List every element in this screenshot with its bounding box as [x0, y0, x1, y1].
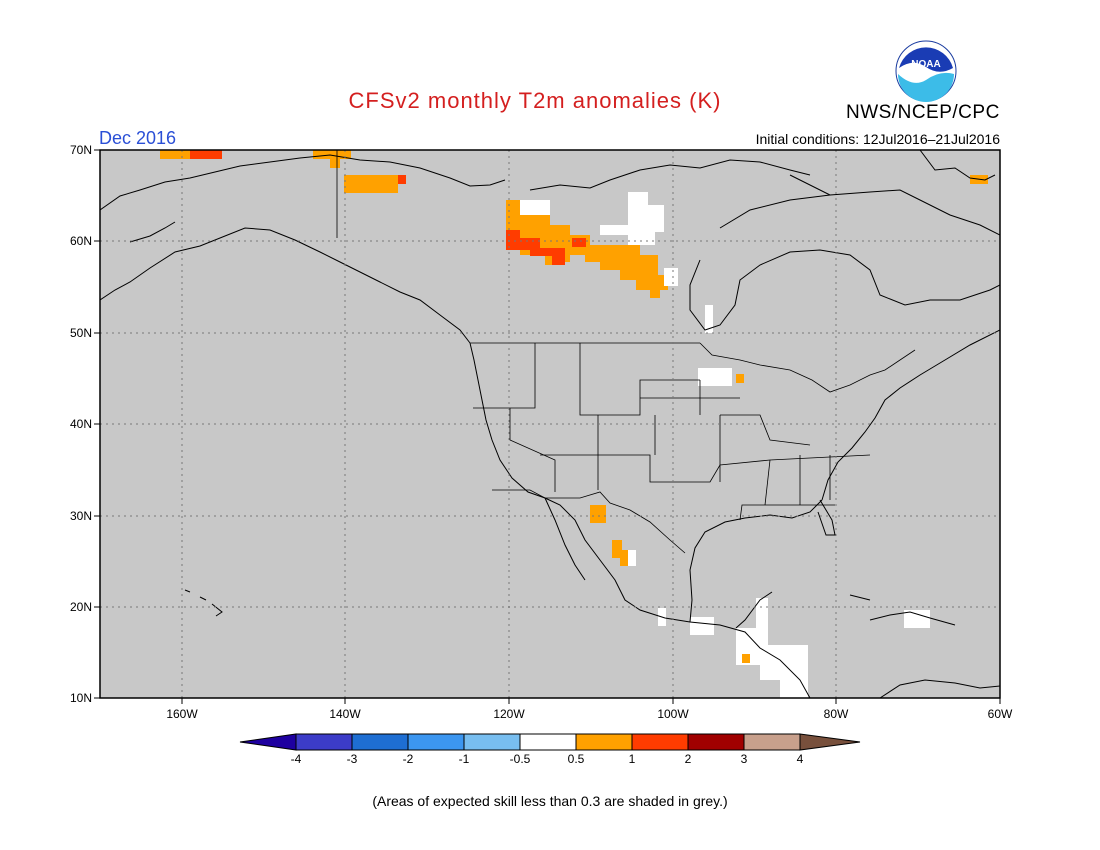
colorbar-segment [799, 733, 861, 751]
anomaly-neutral-hudson [600, 192, 664, 245]
colorbar-segment [239, 733, 297, 751]
anomaly-neutral [705, 305, 713, 333]
anomaly-neutral [664, 268, 678, 286]
lat-label: 50N [69, 326, 92, 340]
anomaly-cell [620, 550, 630, 566]
colorbar-label: -4 [290, 752, 302, 766]
lon-label: 100W [657, 707, 689, 721]
colorbar-segment [743, 733, 801, 751]
colorbar-label: -1 [458, 752, 470, 766]
anomaly-cell [736, 374, 744, 383]
colorbar-segment [519, 733, 577, 751]
skill-footnote: (Areas of expected skill less than 0.3 a… [372, 793, 728, 809]
anomaly-regions [160, 150, 988, 698]
colorbar-label: 1 [628, 752, 636, 766]
anomaly-hot-canada [506, 230, 565, 265]
colorbar-segment [295, 733, 353, 751]
lat-label: 30N [69, 509, 92, 523]
colorbar-segment [407, 733, 465, 751]
anomaly-neutral-central-america [736, 598, 808, 698]
anomaly-cell [572, 238, 586, 247]
noaa-logo: NOAA [895, 40, 957, 102]
anomaly-cell [742, 654, 750, 663]
anomaly-neutral [628, 550, 636, 566]
colorbar-label: 3 [740, 752, 748, 766]
anomaly-cell [612, 540, 622, 558]
colorbar-label: -2 [402, 752, 414, 766]
colorbar-segment [687, 733, 745, 751]
lon-label: 160W [166, 707, 198, 721]
anomaly-cell [590, 505, 606, 523]
anomaly-cell [190, 150, 222, 159]
anomaly-cell [398, 175, 406, 184]
lat-label: 10N [69, 691, 92, 705]
anomaly-neutral [698, 368, 732, 386]
lon-label: 140W [329, 707, 361, 721]
lon-label: 120W [493, 707, 525, 721]
anomaly-neutral [690, 617, 714, 635]
coastlines [100, 150, 1000, 698]
lat-label: 70N [69, 143, 92, 157]
anomaly-neutral [904, 610, 930, 628]
lon-label: 60W [987, 707, 1013, 721]
colorbar-label: 4 [796, 752, 804, 766]
colorbar-label: -3 [346, 752, 358, 766]
colorbar-segment [463, 733, 521, 751]
anomaly-neutral [520, 200, 550, 215]
lat-label: 20N [69, 600, 92, 614]
anomaly-cell [313, 150, 351, 159]
tick-marks [94, 149, 1001, 704]
colorbar-label: 2 [684, 752, 692, 766]
lat-label: 60N [69, 234, 92, 248]
colorbar [239, 733, 861, 751]
logo-text: NOAA [911, 59, 940, 70]
organization-label: NWS/NCEP/CPC [846, 102, 1000, 123]
anomaly-cell [330, 159, 340, 168]
lon-label: 80W [823, 707, 849, 721]
colorbar-segment [575, 733, 633, 751]
anomaly-cell [160, 150, 190, 159]
colorbar-label: -0.5 [509, 752, 531, 766]
anomaly-cell [344, 175, 398, 193]
colorbar-label: 0.5 [567, 752, 585, 766]
borders [336, 150, 916, 554]
forecast-month: Dec 2016 [99, 128, 177, 148]
anomaly-warm-canada [506, 200, 668, 298]
colorbar-segment [351, 733, 409, 751]
chart-title: CFSv2 monthly T2m anomalies (K) [348, 88, 722, 113]
graticule [100, 150, 1000, 698]
lat-label: 40N [69, 417, 92, 431]
colorbar-segment [631, 733, 689, 751]
initial-conditions: Initial conditions: 12Jul2016–21Jul2016 [755, 131, 1000, 147]
